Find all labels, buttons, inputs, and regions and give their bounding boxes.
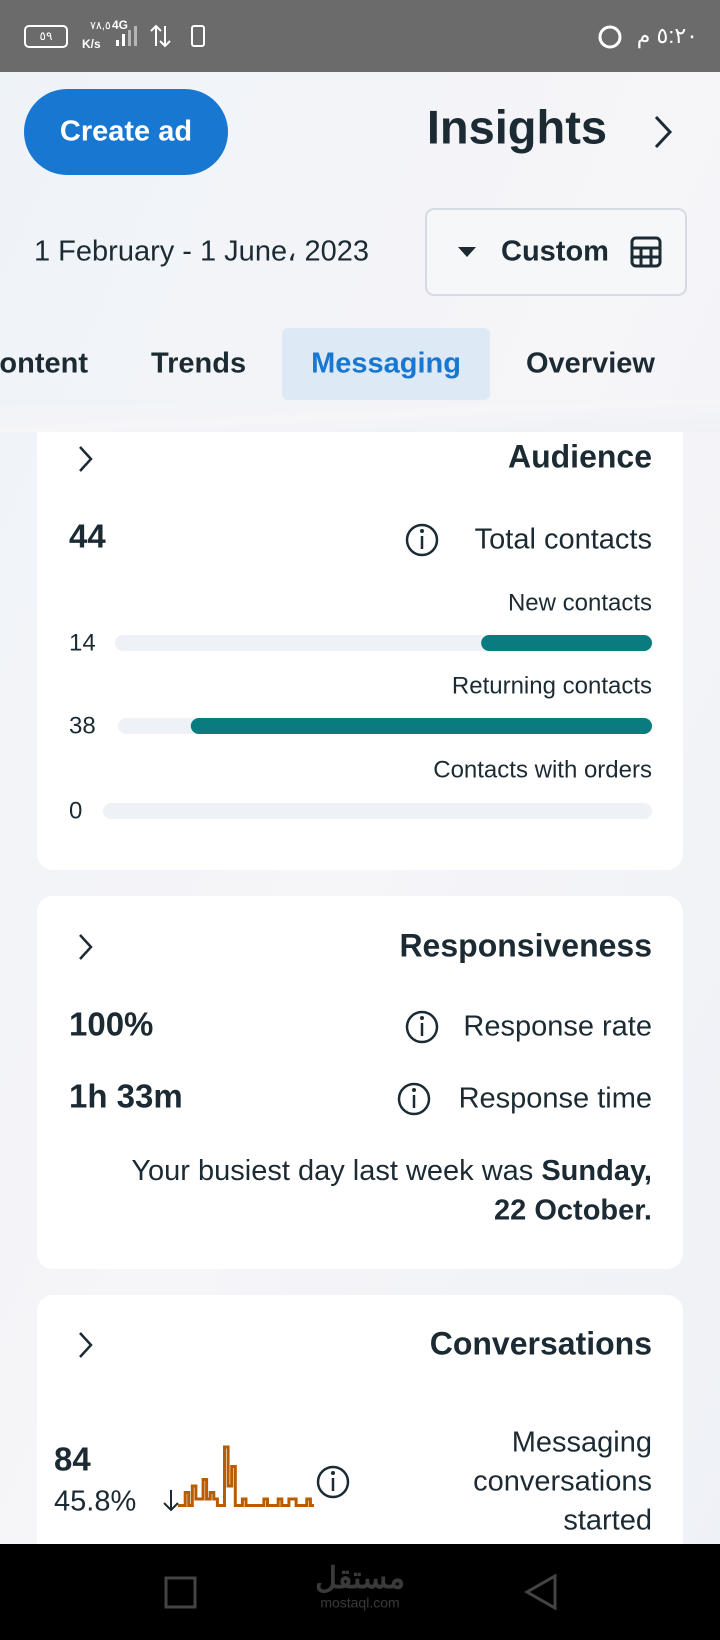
conversations-label: conversations xyxy=(473,1466,652,1498)
tab[interactable]: Overview xyxy=(526,348,655,380)
custom-filter-bg xyxy=(425,208,687,296)
card-chevron[interactable] xyxy=(79,446,93,472)
info-icon[interactable] xyxy=(316,1465,350,1499)
active-tab-bg xyxy=(282,328,490,400)
speed: ٧٨,٥ xyxy=(90,20,111,32)
custom-filter-label[interactable]: Custom xyxy=(501,236,609,268)
info-icon[interactable] xyxy=(397,1082,431,1116)
row-value: 14 xyxy=(69,629,96,656)
down-arrow xyxy=(163,1490,179,1512)
tab[interactable]: Trends xyxy=(151,348,246,380)
custom-filter[interactable]: Custom xyxy=(425,208,687,296)
tabs: Content Trends Messaging Overview xyxy=(0,348,655,380)
conversations-card xyxy=(37,1295,683,1575)
vibrate-icon xyxy=(191,25,205,47)
total-contacts-label: Total contacts xyxy=(475,524,652,556)
tab[interactable]: Content xyxy=(0,348,88,380)
busiest-day: Your busiest day last week was Sunday, xyxy=(131,1155,652,1187)
watermark-url: mostaql.com xyxy=(320,1595,399,1611)
response-rate-value: 100% xyxy=(69,1006,153,1043)
row-value: 0 xyxy=(69,797,82,824)
row-label: New contacts xyxy=(508,589,652,616)
card-title: Responsiveness xyxy=(399,927,652,963)
create-ad-button[interactable]: Create ad xyxy=(24,89,228,175)
status-bar xyxy=(0,0,720,72)
scroll-clip xyxy=(0,400,720,432)
battery-icon xyxy=(24,25,68,48)
response-rate-label: Response rate xyxy=(463,1011,652,1043)
conversations-label: started xyxy=(563,1505,652,1537)
total-contacts-value: 44 xyxy=(69,518,106,555)
bar xyxy=(481,635,652,651)
back-button[interactable] xyxy=(523,1573,557,1611)
nav-bar xyxy=(0,1544,720,1640)
row-label: Contacts with orders xyxy=(433,756,652,783)
card-chevron[interactable] xyxy=(79,934,93,960)
conversations-total: 84 xyxy=(54,1441,91,1478)
audience-rows: New contacts 14 Returning contacts 38 Contac… xyxy=(69,589,652,824)
create-ad-label[interactable]: Create ad xyxy=(60,116,192,148)
info-icon[interactable] xyxy=(405,1010,439,1044)
card-title: Conversations xyxy=(430,1325,652,1361)
response-time-value: 1h 33m xyxy=(69,1078,183,1115)
tab[interactable]: Messaging xyxy=(311,348,461,380)
busiest-day-2: 22 October. xyxy=(494,1195,652,1227)
conversations-change: 45.8% xyxy=(54,1486,136,1518)
info-icon[interactable] xyxy=(405,523,439,557)
sync-icon xyxy=(598,25,622,49)
calendar-icon xyxy=(630,236,662,268)
bar-track xyxy=(103,803,652,819)
busiest-text: Your busiest day last week was xyxy=(131,1155,533,1187)
page-title: Insights xyxy=(427,100,607,153)
row-value: 38 xyxy=(69,712,96,739)
date-range: 1 February - 1 June، 2023 xyxy=(34,236,369,268)
card-title: Audience xyxy=(508,438,652,474)
sparkline xyxy=(178,1445,314,1507)
row-label: Returning contacts xyxy=(452,672,652,699)
battery-level: ٥٩ xyxy=(40,29,53,43)
busiest-day-1: Sunday, xyxy=(541,1155,652,1187)
speed-unit: K/s xyxy=(82,37,101,51)
network: 4G xyxy=(112,18,128,32)
recents-button[interactable] xyxy=(164,1576,197,1609)
conversations-label: Messaging xyxy=(512,1427,652,1459)
card-chevron[interactable] xyxy=(79,1332,93,1358)
data-icon xyxy=(150,24,171,48)
sparkline-line xyxy=(178,1445,314,1507)
watermark: مستقل xyxy=(315,1562,405,1595)
response-time-label: Response time xyxy=(459,1083,652,1115)
create-ad-bg xyxy=(24,89,228,175)
signal-icon xyxy=(116,26,137,46)
clock: ٥:٢٠ م xyxy=(637,23,698,49)
bar xyxy=(190,718,652,734)
dropdown-icon xyxy=(458,247,476,257)
responsiveness-card xyxy=(37,896,683,1269)
title-chevron[interactable] xyxy=(654,115,673,149)
